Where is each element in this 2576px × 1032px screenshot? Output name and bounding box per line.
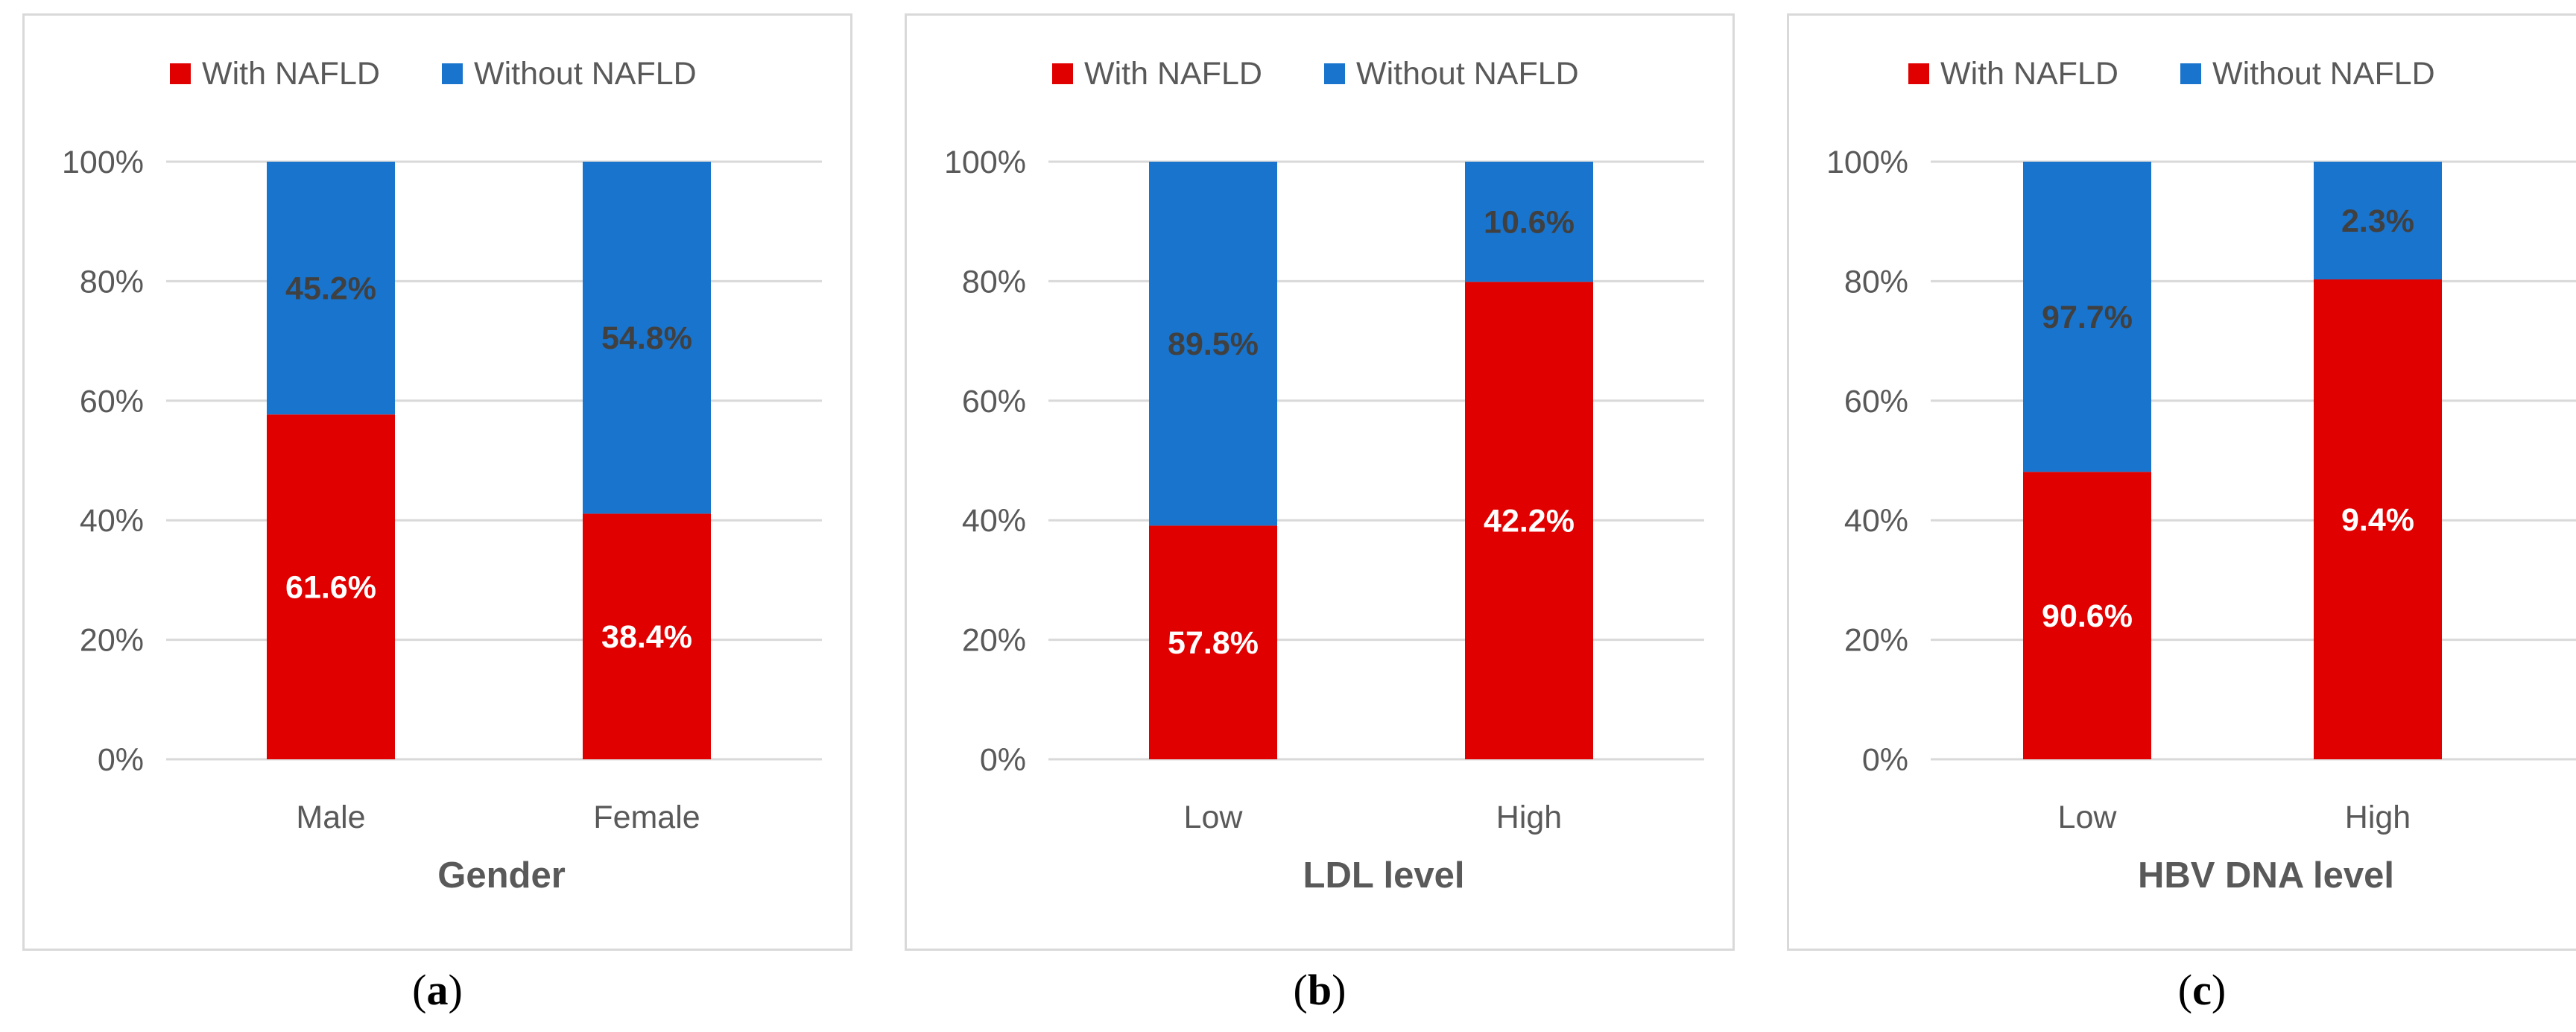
caption-b: (b) bbox=[1293, 966, 1346, 1014]
legend-swatch-without-nafld bbox=[1324, 63, 1345, 84]
bar-with-nafld-low bbox=[1149, 525, 1277, 759]
legend-label-with-nafld: With NAFLD bbox=[1940, 56, 2118, 92]
data-label-with-nafld: 38.4% bbox=[601, 619, 692, 655]
bar-with-nafld-female bbox=[583, 513, 711, 759]
chart-svg-b: 0% 20% 40% 60% 80% 100% 57.8% 89.5% Low 42.2% 10.6… bbox=[944, 56, 1704, 896]
caption-letter-c: c bbox=[2192, 966, 2212, 1014]
data-label-without-nafld: 2.3% bbox=[2341, 203, 2414, 239]
bar-without-nafld-high bbox=[2314, 162, 2442, 279]
bar-with-nafld-high bbox=[2314, 279, 2442, 759]
bar-without-nafld-female bbox=[583, 162, 711, 514]
y-tick-label: 60% bbox=[80, 384, 144, 420]
y-tick-label: 0% bbox=[98, 742, 144, 778]
data-label-without-nafld: 97.7% bbox=[2042, 300, 2133, 335]
bar-with-nafld-high bbox=[1465, 282, 1593, 759]
y-tick-label: 40% bbox=[80, 503, 144, 539]
legend-label-without-nafld: Without NAFLD bbox=[474, 56, 697, 92]
legend-label-without-nafld: Without NAFLD bbox=[2212, 56, 2435, 92]
chart-panel-a: 0% 20% 40% 60% 80% 100% 61.6% 45.2% Male 38.4% 54.… bbox=[22, 13, 852, 951]
legend-swatch-with-nafld bbox=[1908, 63, 1929, 84]
y-tick-label: 40% bbox=[1844, 503, 1908, 539]
x-category-label: Male bbox=[296, 800, 365, 835]
bar-without-nafld-high bbox=[1465, 162, 1593, 282]
chart-svg-a: 0% 20% 40% 60% 80% 100% 61.6% 45.2% Male 38.4% 54.… bbox=[62, 56, 822, 896]
data-label-with-nafld: 61.6% bbox=[285, 570, 376, 606]
caption-letter-a: a bbox=[426, 966, 449, 1014]
x-category-label: Low bbox=[2058, 800, 2118, 835]
legend-label-with-nafld: With NAFLD bbox=[202, 56, 380, 92]
x-category-label: Low bbox=[1184, 800, 1244, 835]
legend-swatch-with-nafld bbox=[1052, 63, 1073, 84]
data-label-with-nafld: 42.2% bbox=[1484, 504, 1575, 539]
chart-panel-c: 0% 20% 40% 60% 80% 100% 90.6% 97.7% Low 9.4% 2.3% H… bbox=[1787, 13, 2576, 951]
x-axis-title: HBV DNA level bbox=[2138, 855, 2394, 896]
bar-without-nafld-low bbox=[1149, 162, 1277, 526]
chart-panel-b: 0% 20% 40% 60% 80% 100% 57.8% 89.5% Low 42.2% 10.6… bbox=[905, 13, 1735, 951]
y-tick-label: 100% bbox=[62, 145, 144, 180]
bar-without-nafld-low bbox=[2023, 162, 2151, 472]
y-tick-label: 0% bbox=[980, 742, 1026, 778]
legend-swatch-with-nafld bbox=[170, 63, 191, 84]
x-axis-title: Gender bbox=[437, 855, 566, 896]
x-category-label: High bbox=[1496, 800, 1562, 835]
legend-swatch-without-nafld bbox=[442, 63, 463, 84]
x-category-label: High bbox=[2345, 800, 2411, 835]
x-category-label: Female bbox=[593, 800, 700, 835]
data-label-without-nafld: 54.8% bbox=[601, 320, 692, 356]
y-tick-label: 80% bbox=[1844, 264, 1908, 300]
chart-svg-c: 0% 20% 40% 60% 80% 100% 90.6% 97.7% Low 9.4% 2.3% H… bbox=[1826, 56, 2576, 896]
data-label-without-nafld: 89.5% bbox=[1168, 326, 1259, 362]
data-label-with-nafld: 90.6% bbox=[2042, 598, 2133, 634]
data-label-with-nafld: 9.4% bbox=[2341, 502, 2414, 538]
bar-with-nafld-male bbox=[267, 414, 395, 759]
legend-label-without-nafld: Without NAFLD bbox=[1356, 56, 1579, 92]
y-tick-label: 80% bbox=[80, 264, 144, 300]
y-tick-label: 0% bbox=[1862, 742, 1908, 778]
data-label-with-nafld: 57.8% bbox=[1168, 625, 1259, 661]
y-tick-label: 100% bbox=[1826, 145, 1908, 180]
legend-label-with-nafld: With NAFLD bbox=[1084, 56, 1262, 92]
caption-a: (a) bbox=[412, 966, 463, 1014]
y-tick-label: 80% bbox=[962, 264, 1026, 300]
y-tick-label: 20% bbox=[80, 623, 144, 659]
caption-letter-b: b bbox=[1307, 966, 1332, 1014]
bar-with-nafld-low bbox=[2023, 472, 2151, 759]
caption-c: (c) bbox=[2177, 966, 2227, 1014]
y-tick-label: 40% bbox=[962, 503, 1026, 539]
data-label-without-nafld: 45.2% bbox=[285, 271, 376, 307]
y-tick-label: 60% bbox=[962, 384, 1026, 420]
y-tick-label: 20% bbox=[1844, 623, 1908, 659]
data-label-without-nafld: 10.6% bbox=[1484, 205, 1575, 241]
y-tick-label: 100% bbox=[944, 145, 1026, 180]
legend-swatch-without-nafld bbox=[2180, 63, 2201, 84]
x-axis-title: LDL level bbox=[1303, 855, 1465, 896]
bar-without-nafld-male bbox=[267, 162, 395, 415]
y-tick-label: 60% bbox=[1844, 384, 1908, 420]
y-tick-label: 20% bbox=[962, 623, 1026, 659]
